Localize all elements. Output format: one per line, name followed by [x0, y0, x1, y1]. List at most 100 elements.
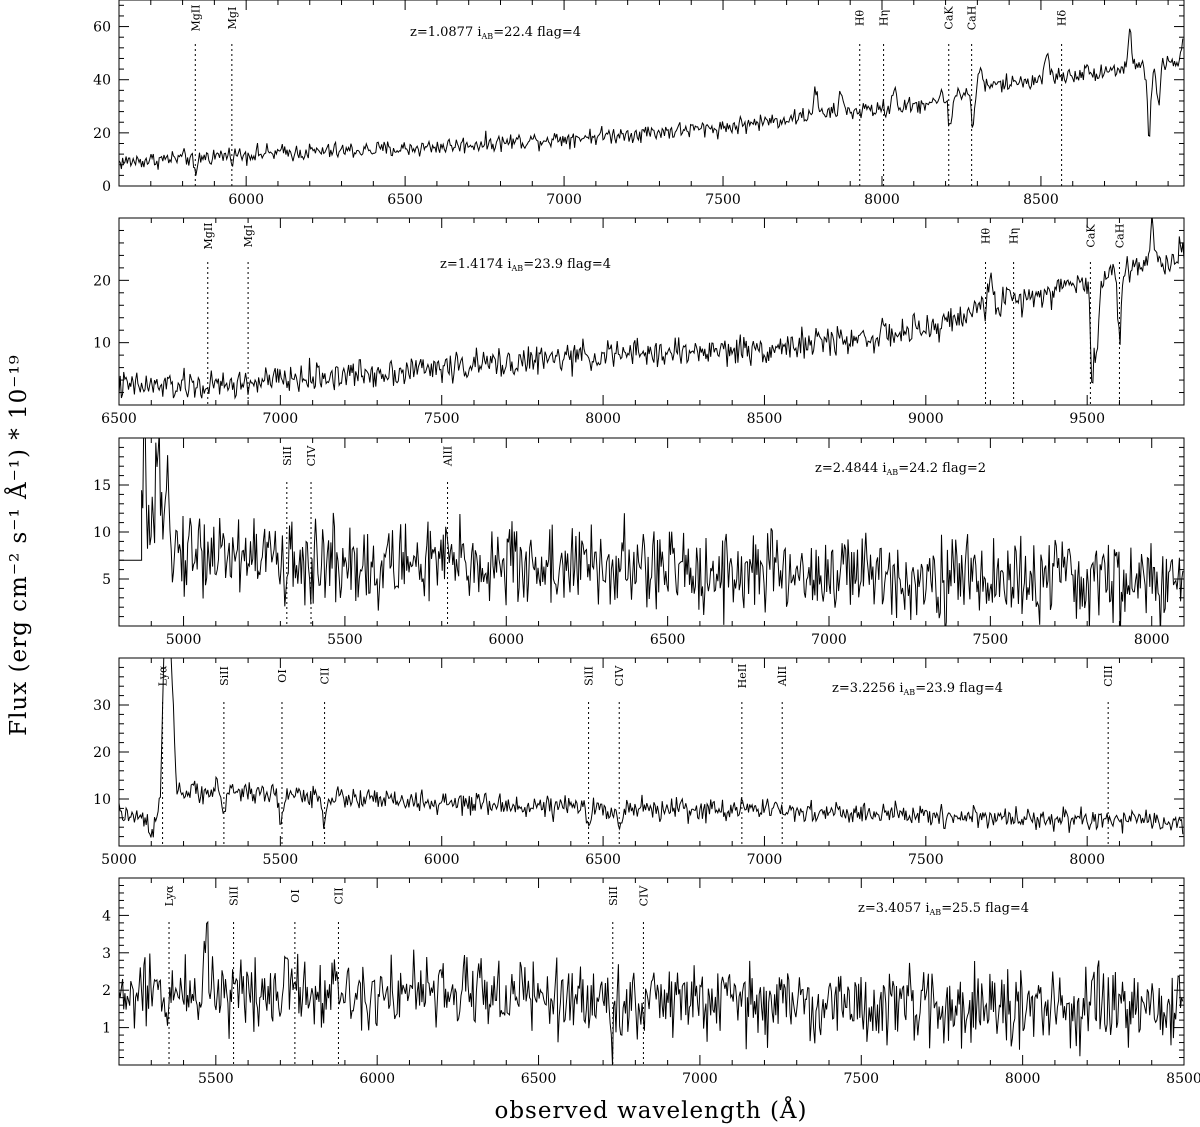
x-tick-label: 5500: [263, 852, 299, 868]
x-tick-label: 7500: [843, 1071, 879, 1087]
y-tick-label: 20: [93, 745, 111, 761]
x-tick-label: 5000: [101, 852, 137, 868]
x-tick-label: 8500: [1023, 192, 1059, 208]
x-tick-label: 6000: [488, 632, 524, 648]
line-label: SiII: [228, 886, 241, 906]
line-label: MgII: [189, 5, 202, 32]
x-tick-label: 6500: [650, 632, 686, 648]
line-label: Hθ: [980, 228, 993, 245]
spectrum-panel-2: 6500 7000 7500 8000 8500 9000 9500 10 20 MgII MgI H…: [93, 217, 1185, 427]
x-tick-label: 6500: [387, 192, 423, 208]
y-axis-title: Flux (erg cm⁻² s⁻¹ Å⁻¹) * 10⁻¹⁹: [4, 354, 32, 736]
x-tick-label: 5500: [327, 632, 363, 648]
line-label: SiII: [281, 446, 294, 466]
line-label: CaH: [966, 6, 979, 31]
redshift-info: z=3.4057 iAB=25.5 flag=4: [858, 901, 1029, 917]
y-tick-label: 3: [102, 946, 111, 962]
y-tick-label: 0: [102, 179, 111, 195]
x-tick-label: 8000: [585, 411, 621, 427]
spectrum-panel-4: 5000 5500 6000 6500 7000 7500 8000 10 20 30 Lyα SiI…: [93, 657, 1185, 868]
line-label: Lyα: [163, 885, 176, 906]
redshift-info: z=1.4174 iAB=23.9 flag=4: [440, 257, 611, 273]
y-tick-label: 15: [93, 478, 111, 494]
x-tick-label: 7500: [908, 852, 944, 868]
x-tick-label: 7500: [973, 632, 1009, 648]
x-tick-label: 8500: [1166, 1071, 1200, 1087]
x-axis-title: observed wavelength (Å): [494, 1096, 807, 1124]
x-tick-label: 8000: [1069, 852, 1105, 868]
x-tick-label: 7500: [705, 192, 741, 208]
x-tick-label: 6500: [521, 1071, 557, 1087]
plot-frame: [118, 217, 1185, 406]
x-tick-label: 8000: [1005, 1071, 1041, 1087]
spectra-panels: 6000 6500 7000 7500 8000 8500 0 20 40 60 MgII MgI Hθ…: [93, 0, 1200, 1087]
line-label: CaK: [943, 6, 956, 30]
spectrum-line: [119, 218, 1184, 400]
x-tick-label: 6500: [585, 852, 621, 868]
x-tick-label: 9500: [1069, 411, 1105, 427]
y-tick-label: 20: [93, 273, 111, 289]
line-label: HeII: [736, 664, 749, 689]
y-tick-label: 2: [102, 983, 111, 999]
x-tick-label: 7000: [682, 1071, 718, 1087]
x-tick-label: 7000: [263, 411, 299, 427]
plot-frame: [118, 0, 1185, 187]
line-label: OI: [276, 669, 289, 682]
y-tick-label: 30: [93, 698, 111, 714]
plot-frame: [118, 437, 1185, 627]
y-tick-label: 40: [93, 73, 111, 89]
x-tick-label: 8000: [1134, 632, 1170, 648]
line-label: OI: [289, 889, 302, 902]
line-label: Hη: [878, 10, 891, 26]
spectrum-line: [119, 438, 1184, 626]
line-label: CIV: [305, 445, 318, 467]
y-tick-label: 20: [93, 126, 111, 142]
line-label: SiII: [218, 666, 231, 686]
y-tick-label: 4: [102, 908, 111, 924]
line-label: Lyα: [157, 665, 170, 686]
y-tick-label: 10: [93, 336, 111, 352]
redshift-info: z=3.2256 iAB=23.9 flag=4: [832, 681, 1003, 697]
line-label: MgII: [202, 223, 215, 250]
line-label: Hη: [1008, 228, 1021, 244]
line-label: CaH: [1113, 224, 1126, 249]
x-tick-label: 7000: [811, 632, 847, 648]
x-tick-label: 5500: [198, 1071, 234, 1087]
line-label: Hθ: [854, 10, 867, 27]
x-tick-label: 6000: [359, 1071, 395, 1087]
spectrum-line: [119, 28, 1184, 176]
x-tick-label: 7000: [546, 192, 582, 208]
redshift-info: z=1.0877 iAB=22.4 flag=4: [410, 25, 581, 41]
line-label: AlII: [442, 446, 455, 467]
x-tick-label: 6000: [228, 192, 264, 208]
x-tick-label: 5000: [166, 632, 202, 648]
x-tick-label: 8000: [864, 192, 900, 208]
line-label: CIV: [613, 665, 626, 687]
x-tick-label: 7500: [424, 411, 460, 427]
line-label: CaK: [1084, 224, 1097, 248]
x-tick-label: 7000: [747, 852, 783, 868]
y-tick-label: 5: [102, 572, 111, 588]
spectrum-panel-1: 6000 6500 7000 7500 8000 8500 0 20 40 60 MgII MgI Hθ…: [93, 0, 1185, 208]
x-tick-label: 8500: [747, 411, 783, 427]
x-tick-label: 9000: [908, 411, 944, 427]
line-label: CIII: [1102, 665, 1115, 686]
spectrum-panel-5: 5500 6000 6500 7000 7500 8000 8500 1 2 3 4 Lyα SiII O…: [102, 877, 1200, 1087]
y-tick-label: 60: [93, 20, 111, 36]
line-label: MgI: [242, 225, 255, 248]
line-label: MgI: [226, 7, 239, 30]
y-tick-label: 1: [102, 1021, 111, 1037]
x-tick-label: 6000: [424, 852, 460, 868]
spectrum-line: [119, 658, 1184, 838]
redshift-info: z=2.4844 iAB=24.2 flag=2: [815, 461, 986, 477]
x-tick-label: 6500: [101, 411, 137, 427]
line-label: SiII: [583, 666, 596, 686]
spectrum-line: [119, 920, 1184, 1065]
line-label: CII: [332, 887, 345, 904]
line-label: CIV: [637, 885, 650, 907]
line-label: Hδ: [1056, 10, 1069, 27]
line-label: AlII: [776, 666, 789, 687]
spectrum-panel-3: 5000 5500 6000 6500 7000 7500 8000 5 10 15 SiII CIV…: [93, 437, 1185, 648]
y-tick-label: 10: [93, 525, 111, 541]
